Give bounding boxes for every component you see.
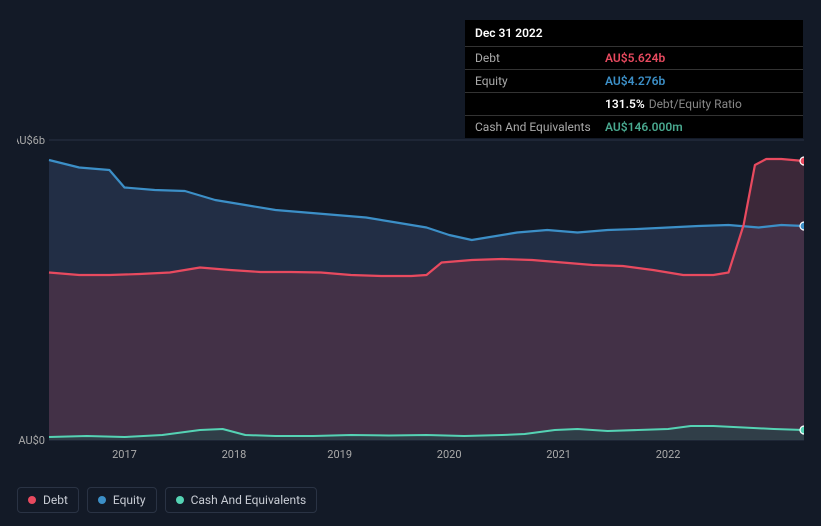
legend-dot	[98, 496, 106, 504]
svg-text:2017: 2017	[112, 448, 137, 461]
tooltip-label: Cash And Equivalents	[475, 120, 605, 134]
tooltip-date: Dec 31 2022	[465, 20, 803, 47]
legend-item[interactable]: Cash And Equivalents	[165, 487, 318, 513]
chart-tooltip: Dec 31 2022 DebtAU$5.624bEquityAU$4.276b…	[465, 20, 803, 138]
svg-text:AU$6b: AU$6b	[17, 134, 45, 147]
tooltip-row: 131.5%Debt/Equity Ratio	[465, 93, 803, 116]
tooltip-value: AU$5.624b	[605, 51, 793, 65]
debt-equity-chart: AU$6b AU$0 2017 2018 2019 2020 2021 2022	[17, 125, 804, 480]
legend-dot	[28, 496, 36, 504]
legend-label: Equity	[113, 493, 146, 507]
tooltip-value: AU$146.000m	[605, 120, 793, 134]
tooltip-value: 131.5%Debt/Equity Ratio	[605, 97, 793, 111]
legend-item[interactable]: Debt	[17, 487, 79, 513]
tooltip-row: Cash And EquivalentsAU$146.000m	[465, 116, 803, 138]
legend-label: Debt	[43, 493, 68, 507]
legend-item[interactable]: Equity	[87, 487, 157, 513]
legend-dot	[176, 496, 184, 504]
svg-text:AU$0: AU$0	[18, 434, 45, 447]
chart-legend: Debt Equity Cash And Equivalents	[17, 487, 317, 513]
tooltip-value: AU$4.276b	[605, 74, 793, 88]
tooltip-label	[475, 97, 605, 111]
svg-text:2021: 2021	[546, 448, 571, 461]
svg-text:2020: 2020	[437, 448, 462, 461]
tooltip-row: EquityAU$4.276b	[465, 70, 803, 93]
tooltip-label: Debt	[475, 51, 605, 65]
svg-text:2022: 2022	[656, 448, 681, 461]
legend-label: Cash And Equivalents	[191, 493, 307, 507]
tooltip-label: Equity	[475, 74, 605, 88]
svg-text:2019: 2019	[327, 448, 352, 461]
tooltip-row: DebtAU$5.624b	[465, 47, 803, 70]
svg-text:2018: 2018	[222, 448, 247, 461]
